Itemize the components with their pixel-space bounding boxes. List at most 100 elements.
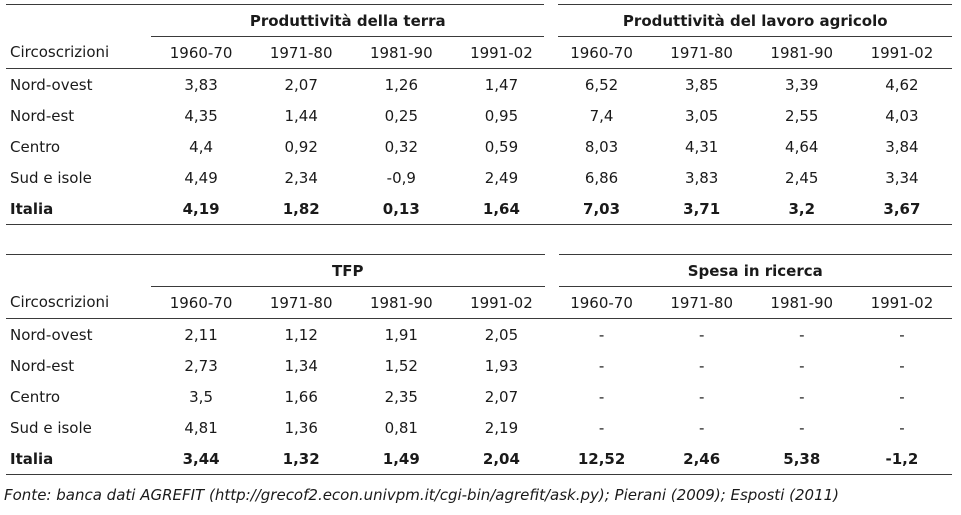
value-cell: - xyxy=(899,387,905,406)
period-header: 1981-90 xyxy=(751,36,852,69)
table-row: Centro 4,4 0,92 0,32 0,59 8,03 4,31 4,64… xyxy=(6,131,952,162)
value-cell: 4,19 xyxy=(151,193,252,225)
value-cell: - xyxy=(799,325,805,344)
source-note: Fonte: banca dati AGREFIT (http://grecof… xyxy=(4,486,840,504)
value-cell: - xyxy=(899,418,905,437)
value-cell: 3,2 xyxy=(751,193,852,225)
value-cell: 6,52 xyxy=(584,75,619,94)
period-header: 1960-70 xyxy=(551,286,652,319)
value-cell: 1,64 xyxy=(451,193,552,225)
period-header: 1971-80 xyxy=(251,36,352,69)
value-cell: 3,83 xyxy=(184,75,218,94)
table-row: Sud e isole 4,49 2,34 -0,9 2,49 6,86 3,8… xyxy=(6,162,952,193)
value-cell: 2,19 xyxy=(484,418,519,437)
period-header: 1991-02 xyxy=(451,36,552,69)
table-row: Centro 3,5 1,66 2,35 2,07 - - - - xyxy=(6,381,952,412)
value-cell: 3,84 xyxy=(885,137,919,156)
value-cell: -0,9 xyxy=(386,168,416,187)
period-header: 1991-02 xyxy=(451,286,552,319)
value-cell: 1,93 xyxy=(484,356,519,375)
value-cell: 8,03 xyxy=(584,137,619,156)
value-cell: 3,83 xyxy=(684,168,719,187)
value-cell: 12,52 xyxy=(551,443,652,475)
region-label: Centro xyxy=(10,387,61,406)
value-cell: - xyxy=(598,418,605,437)
value-cell: 1,12 xyxy=(284,325,318,344)
group-header-spacer xyxy=(6,254,152,287)
value-cell: 2,35 xyxy=(384,387,418,406)
region-label: Centro xyxy=(10,137,61,156)
value-cell: 6,86 xyxy=(584,168,619,187)
value-cell: - xyxy=(799,356,805,375)
table-row: Nord-est 2,73 1,34 1,52 1,93 - - - - xyxy=(6,350,952,381)
value-cell: - xyxy=(598,356,605,375)
row-header-label: Circoscrizioni xyxy=(6,36,152,69)
value-cell: 7,03 xyxy=(551,193,652,225)
value-cell: 0,25 xyxy=(384,106,418,125)
value-cell: 7,4 xyxy=(589,106,614,125)
table-row: Sud e isole 4,81 1,36 0,81 2,19 - - - - xyxy=(6,412,952,443)
value-cell: 2,11 xyxy=(184,325,218,344)
value-cell: 3,85 xyxy=(684,75,719,94)
region-label: Nord-ovest xyxy=(10,325,93,344)
row-header-label: Circoscrizioni xyxy=(6,286,152,319)
value-cell: 1,36 xyxy=(284,418,318,437)
value-cell: 2,45 xyxy=(785,168,819,187)
table-row-total: Italia 3,44 1,32 1,49 2,04 12,52 2,46 5,… xyxy=(6,443,952,475)
value-cell: 1,49 xyxy=(351,443,452,475)
value-cell: 4,4 xyxy=(189,137,214,156)
value-cell: - xyxy=(598,387,605,406)
value-cell: 0,13 xyxy=(351,193,452,225)
group-header-labor-productivity: Produttività del lavoro agricolo xyxy=(544,4,952,37)
value-cell: 0,32 xyxy=(384,137,418,156)
value-cell: 3,39 xyxy=(785,75,819,94)
period-header: 1971-80 xyxy=(651,36,752,69)
value-cell: 3,5 xyxy=(189,387,213,406)
group-header-research-spending: Spesa in ricerca xyxy=(544,254,952,287)
value-cell: 2,55 xyxy=(785,106,819,125)
value-cell: 2,04 xyxy=(451,443,552,475)
value-cell: 3,34 xyxy=(885,168,919,187)
value-cell: 4,49 xyxy=(184,168,218,187)
period-header: 1981-90 xyxy=(351,36,452,69)
value-cell: 1,52 xyxy=(384,356,418,375)
value-cell: 2,07 xyxy=(284,75,318,94)
value-cell: 2,49 xyxy=(484,168,519,187)
value-cell: 1,91 xyxy=(384,325,418,344)
period-header: 1981-90 xyxy=(351,286,452,319)
group-header-spacer xyxy=(6,4,152,37)
productivity-table: Produttività della terra Produttività de… xyxy=(6,4,952,225)
value-cell: 2,73 xyxy=(184,356,218,375)
value-cell: 5,38 xyxy=(751,443,852,475)
region-label: Sud e isole xyxy=(10,418,92,437)
value-cell: - xyxy=(698,356,705,375)
value-cell: 2,34 xyxy=(284,168,318,187)
value-cell: 0,59 xyxy=(484,137,519,156)
value-cell: 0,81 xyxy=(384,418,418,437)
value-cell: 4,81 xyxy=(184,418,218,437)
value-cell: 1,26 xyxy=(384,75,418,94)
region-label: Nord-est xyxy=(10,356,75,375)
table-row: Nord-ovest 2,11 1,12 1,91 2,05 - - - - xyxy=(6,319,952,351)
table-row: Nord-est 4,35 1,44 0,25 0,95 7,4 3,05 2,… xyxy=(6,100,952,131)
value-cell: 4,62 xyxy=(885,75,919,94)
value-cell: 1,47 xyxy=(484,75,519,94)
value-cell: 2,05 xyxy=(484,325,519,344)
value-cell: - xyxy=(899,325,905,344)
value-cell: 4,64 xyxy=(785,137,819,156)
value-cell: - xyxy=(698,387,705,406)
value-cell: 4,03 xyxy=(885,106,919,125)
value-cell: - xyxy=(799,418,805,437)
region-label: Italia xyxy=(6,443,152,475)
value-cell: 1,44 xyxy=(284,106,318,125)
table-row-total: Italia 4,19 1,82 0,13 1,64 7,03 3,71 3,2… xyxy=(6,193,952,225)
period-header: 1971-80 xyxy=(651,286,752,319)
value-cell: 1,82 xyxy=(251,193,352,225)
value-cell: 3,71 xyxy=(651,193,752,225)
tfp-research-table: TFP Spesa in ricerca Circoscrizioni 1960… xyxy=(6,254,952,475)
value-cell: 4,31 xyxy=(684,137,719,156)
value-cell: - xyxy=(598,325,605,344)
period-header: 1991-02 xyxy=(851,286,952,319)
value-cell: 0,95 xyxy=(484,106,519,125)
value-cell: 3,67 xyxy=(851,193,952,225)
